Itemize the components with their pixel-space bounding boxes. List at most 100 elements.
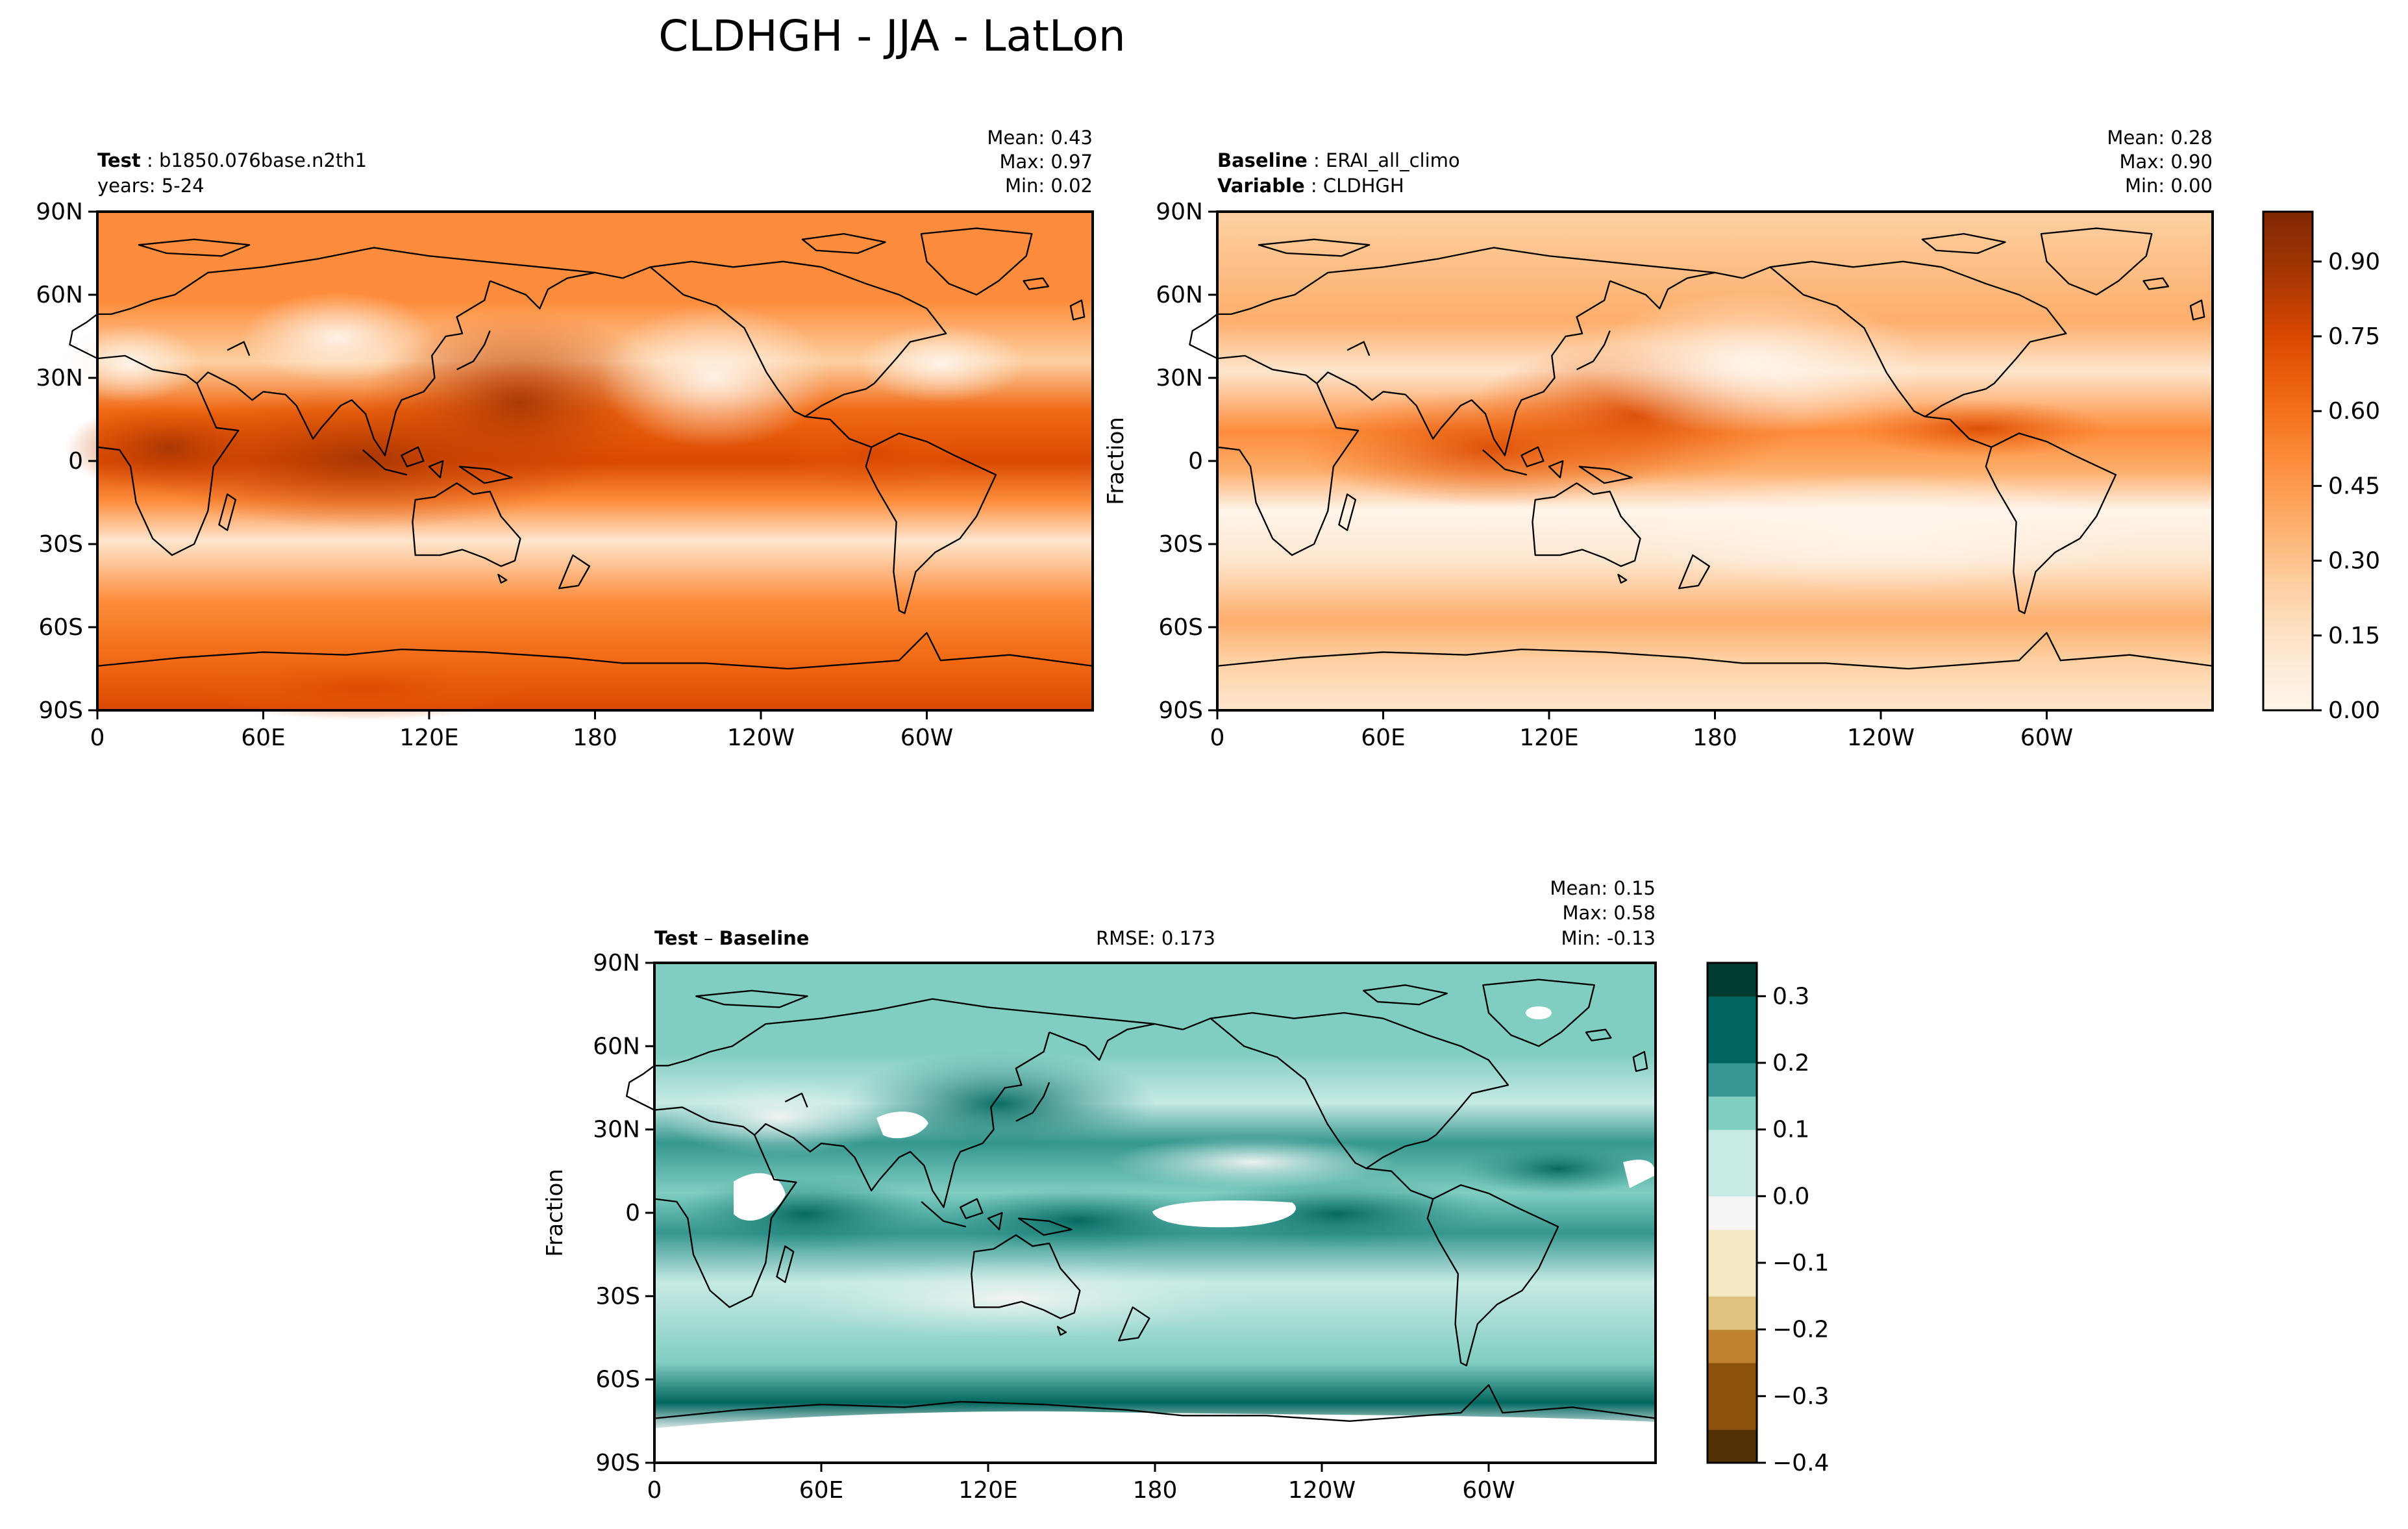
colorbar-tick-label: 0.90 xyxy=(2328,249,2380,275)
test-x-axis: 0 60E 120E 180 120W 60W xyxy=(90,710,953,751)
y-tick-label: 0 xyxy=(1188,448,1203,475)
y-tick-label: 90N xyxy=(36,199,83,225)
baseline-stat-max: Max: 0.90 xyxy=(2119,151,2213,173)
x-tick-label: 120E xyxy=(399,725,458,751)
colorbar-tick-label: 0.30 xyxy=(2328,548,2380,575)
y-tick-label: 30S xyxy=(595,1283,640,1310)
diff-map-field xyxy=(625,963,1657,1463)
panel-test: Test : b1850.076base.n2th1 years: 5-24 M… xyxy=(36,127,1094,751)
diff-id-sep: – xyxy=(698,927,719,949)
colorbar-swatch xyxy=(1707,1129,1757,1163)
test-y-axis: 90N 60N 30N 0 30S 60S 90S xyxy=(36,199,97,724)
y-tick-label: 60S xyxy=(595,1367,640,1393)
baseline-colorbar xyxy=(2262,210,2314,712)
svg-text:Baseline : ERAI_all_climo: Baseline : ERAI_all_climo xyxy=(1217,149,1460,171)
diff-stat-min: Min: -0.13 xyxy=(1561,927,1656,949)
colorbar-swatch xyxy=(1707,1163,1757,1197)
x-tick-label: 120W xyxy=(1288,1477,1356,1504)
test-map-field xyxy=(58,212,1094,721)
panel-difference: Test – Baseline RMSE: 0.173 Mean: 0.15 M… xyxy=(542,877,1829,1504)
panel-baseline-header: Baseline : ERAI_all_climo Variable : CLD… xyxy=(1217,127,2213,197)
colorbar-swatch xyxy=(1707,1363,1757,1397)
x-tick-label: 0 xyxy=(1210,725,1225,751)
y-tick-label: 60N xyxy=(36,282,83,308)
test-id-label: Test xyxy=(97,149,141,171)
test-stat-max: Max: 0.97 xyxy=(999,151,1093,173)
colorbar-swatch xyxy=(1707,1329,1757,1363)
colorbar-tick-label: −0.1 xyxy=(1772,1250,1829,1276)
colorbar-tick-label: 0.0 xyxy=(1772,1183,1809,1210)
x-tick-label: 60W xyxy=(900,725,953,751)
colorbar-swatch xyxy=(1707,1096,1757,1130)
colorbar-swatch xyxy=(1707,1229,1757,1263)
diff-rmse: RMSE: 0.173 xyxy=(1096,927,1215,949)
x-tick-label: 180 xyxy=(1133,1477,1178,1504)
x-tick-label: 60W xyxy=(1462,1477,1515,1504)
baseline-stat-mean: Mean: 0.28 xyxy=(2107,127,2213,149)
colorbar-tick-label: 0.00 xyxy=(2328,697,2380,724)
x-tick-label: 120W xyxy=(1847,725,1915,751)
diff-colorbar-ticks: 0.3 0.2 0.1 0.0 −0.1 −0.2 −0.3 −0.4 xyxy=(1757,983,1829,1476)
colorbar-swatch xyxy=(1707,1429,1757,1463)
y-tick-label: 30N xyxy=(593,1117,640,1143)
y-tick-label: 60S xyxy=(1158,614,1203,641)
x-tick-label: 180 xyxy=(1693,725,1737,751)
colorbar-tick-label: 0.75 xyxy=(2328,323,2380,350)
y-tick-label: 90N xyxy=(1156,199,1203,225)
y-tick-label: 90S xyxy=(595,1450,640,1476)
y-tick-label: 30S xyxy=(1158,531,1203,558)
colorbar-swatch xyxy=(1707,1296,1757,1330)
panel-difference-header: Test – Baseline RMSE: 0.173 Mean: 0.15 M… xyxy=(654,877,1656,949)
baseline-var-value: CLDHGH xyxy=(1323,175,1404,197)
baseline-id-label: Baseline xyxy=(1217,149,1308,171)
y-tick-label: 30N xyxy=(1156,365,1203,392)
test-id-value: b1850.076base.n2th1 xyxy=(159,149,367,171)
diff-x-axis: 0 60E 120E 180 120W 60W xyxy=(647,1463,1515,1504)
x-tick-label: 120E xyxy=(958,1477,1017,1504)
test-stat-mean: Mean: 0.43 xyxy=(987,127,1093,149)
colorbar-tick-label: 0.2 xyxy=(1772,1050,1809,1076)
test-years-label: years: 5-24 xyxy=(97,175,205,197)
x-tick-label: 120W xyxy=(727,725,795,751)
diff-id-label2: Baseline xyxy=(719,927,810,949)
colorbar-swatch xyxy=(1707,1396,1757,1430)
x-tick-label: 60E xyxy=(1361,725,1406,751)
colorbar-tick-label: 0.45 xyxy=(2328,473,2380,499)
y-tick-label: 30S xyxy=(38,531,83,558)
baseline-ylabel: Fraction xyxy=(1103,417,1129,505)
diff-stat-mean: Mean: 0.15 xyxy=(1550,877,1656,899)
baseline-x-axis: 0 60E 120E 180 120W 60W xyxy=(1210,710,2073,751)
baseline-y-axis: 90N 60N 30N 0 30S 60S 90S xyxy=(1156,199,1217,724)
figure-title: CLDHGH - JJA - LatLon xyxy=(658,11,1125,61)
colorbar-swatch xyxy=(1707,1196,1757,1230)
y-tick-label: 90S xyxy=(38,697,83,724)
x-tick-label: 120E xyxy=(1519,725,1578,751)
x-tick-label: 0 xyxy=(647,1477,662,1504)
svg-text:Variable : CLDHGH: Variable : CLDHGH xyxy=(1217,175,1404,197)
colorbar-tick-label: 0.60 xyxy=(2328,398,2380,425)
y-tick-label: 60N xyxy=(593,1033,640,1060)
panel-baseline: Baseline : ERAI_all_climo Variable : CLD… xyxy=(1103,127,2380,751)
x-tick-label: 60E xyxy=(799,1477,844,1504)
colorbar-tick-label: −0.4 xyxy=(1772,1450,1829,1476)
y-tick-label: 90N xyxy=(593,950,640,976)
colorbar-swatch xyxy=(1707,1029,1757,1063)
baseline-var-label: Variable xyxy=(1217,175,1305,197)
colorbar-tick-label: −0.2 xyxy=(1772,1317,1829,1343)
colorbar-tick-label: 0.1 xyxy=(1772,1117,1809,1143)
svg-text:Test – Baseline: Test – Baseline xyxy=(654,927,809,949)
colorbar-swatch xyxy=(1707,996,1757,1030)
baseline-id-value: ERAI_all_climo xyxy=(1326,149,1460,171)
y-tick-label: 0 xyxy=(68,448,83,475)
diff-y-axis: 90N 60N 30N 0 30S 60S 90S xyxy=(593,950,654,1476)
diff-id-label: Test xyxy=(654,927,698,949)
x-tick-label: 60W xyxy=(2020,725,2073,751)
y-tick-label: 60N xyxy=(1156,282,1203,308)
y-tick-label: 90S xyxy=(1158,697,1203,724)
x-tick-label: 60E xyxy=(241,725,286,751)
colorbar-swatch xyxy=(1707,963,1757,997)
diff-colorbar xyxy=(1707,963,1757,1463)
colorbar-tick-label: 0.15 xyxy=(2328,623,2380,649)
diff-ylabel: Fraction xyxy=(542,1169,568,1257)
